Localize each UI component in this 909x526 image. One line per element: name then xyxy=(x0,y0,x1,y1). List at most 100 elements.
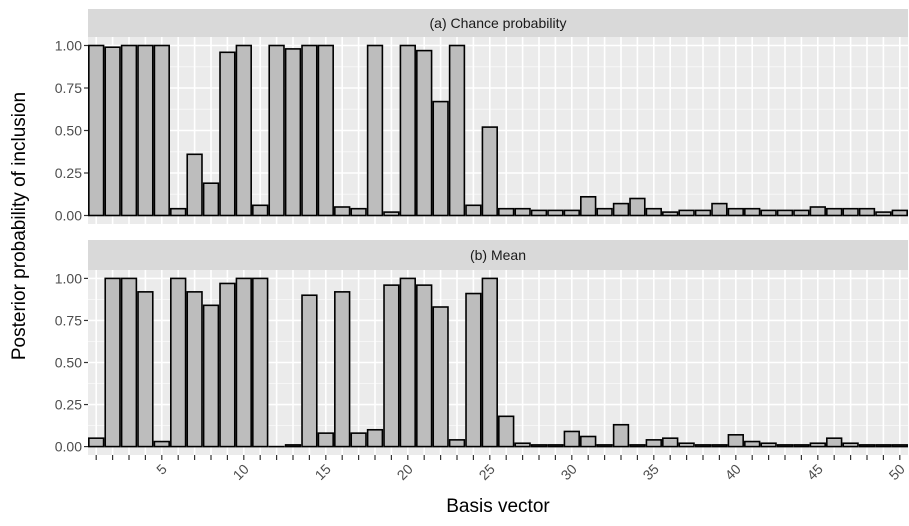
bar-5 xyxy=(154,46,169,216)
bar-38 xyxy=(696,210,711,215)
bar-12 xyxy=(269,46,284,216)
x-tick-label: 5 xyxy=(153,461,170,478)
x-tick-label: 10 xyxy=(230,461,252,483)
bar-17 xyxy=(351,209,366,216)
bar-2 xyxy=(105,278,120,446)
bar-15 xyxy=(318,46,333,216)
bar-10 xyxy=(236,46,251,216)
bar-9 xyxy=(220,52,235,215)
x-tick-label: 30 xyxy=(558,461,580,483)
x-tick-label: 15 xyxy=(312,461,334,483)
bar-37 xyxy=(679,210,694,215)
bar-7 xyxy=(187,292,202,447)
bar-32 xyxy=(597,209,612,216)
bar-36 xyxy=(663,438,678,446)
bar-9 xyxy=(220,283,235,446)
bar-14 xyxy=(302,46,317,216)
bar-31 xyxy=(581,197,596,216)
bar-34 xyxy=(630,445,645,447)
bar-26 xyxy=(499,209,514,216)
bar-41 xyxy=(745,209,760,216)
bar-30 xyxy=(564,210,579,215)
bar-2 xyxy=(105,47,120,215)
bar-32 xyxy=(597,445,612,447)
bar-10 xyxy=(236,278,251,446)
y-tick-label: 0.50 xyxy=(55,123,82,139)
bar-16 xyxy=(335,292,350,447)
bar-8 xyxy=(204,305,219,446)
bar-34 xyxy=(630,199,645,216)
bar-43 xyxy=(778,445,793,447)
bar-33 xyxy=(614,425,629,447)
bar-27 xyxy=(515,209,530,216)
bar-31 xyxy=(581,437,596,447)
bar-4 xyxy=(138,292,153,447)
bar-3 xyxy=(122,278,137,446)
bar-14 xyxy=(302,295,317,446)
bar-15 xyxy=(318,433,333,446)
bar-16 xyxy=(335,207,350,216)
bar-29 xyxy=(548,445,563,447)
panels: (a) Chance probability0.000.250.500.751.… xyxy=(55,9,908,483)
y-tick-label: 0.25 xyxy=(55,165,82,181)
bar-7 xyxy=(187,154,202,215)
bar-20 xyxy=(400,46,415,216)
bar-43 xyxy=(778,210,793,215)
bar-35 xyxy=(646,209,661,216)
bar-48 xyxy=(860,445,875,447)
bar-45 xyxy=(810,443,825,446)
bar-19 xyxy=(384,285,399,446)
bar-1 xyxy=(89,46,104,216)
bar-30 xyxy=(564,431,579,446)
y-tick-label: 0.00 xyxy=(55,439,82,455)
bar-36 xyxy=(663,212,678,215)
x-tick-label: 20 xyxy=(394,461,416,483)
bar-42 xyxy=(761,210,776,215)
y-tick-label: 1.00 xyxy=(55,38,82,54)
bar-44 xyxy=(794,445,809,447)
y-axis-label: Posterior probability of inclusion xyxy=(9,92,30,360)
bar-23 xyxy=(450,46,465,216)
x-tick-label: 25 xyxy=(476,461,498,483)
bar-28 xyxy=(532,210,547,215)
bar-40 xyxy=(728,209,743,216)
bar-47 xyxy=(843,443,858,446)
bar-29 xyxy=(548,210,563,215)
bar-27 xyxy=(515,443,530,446)
panel-2: (b) Mean0.000.250.500.751.00 xyxy=(55,240,908,455)
y-tick-label: 0.75 xyxy=(55,80,82,96)
bar-25 xyxy=(482,127,497,215)
bar-23 xyxy=(450,440,465,447)
bar-18 xyxy=(368,430,383,447)
bar-39 xyxy=(712,204,727,216)
bar-47 xyxy=(843,209,858,216)
bar-46 xyxy=(827,438,842,446)
bar-8 xyxy=(204,183,219,215)
bar-21 xyxy=(417,51,432,216)
bar-49 xyxy=(876,212,891,215)
x-axis-label: Basis vector xyxy=(446,496,550,517)
bar-13 xyxy=(286,49,301,216)
y-tick-label: 1.00 xyxy=(55,270,82,286)
panel-title: (b) Mean xyxy=(470,247,526,263)
bar-6 xyxy=(171,278,186,446)
bar-44 xyxy=(794,210,809,215)
bar-33 xyxy=(614,204,629,216)
bar-1 xyxy=(89,438,104,446)
bar-38 xyxy=(696,445,711,447)
x-tick-label: 45 xyxy=(804,461,826,483)
bar-17 xyxy=(351,433,366,446)
x-tick-label: 50 xyxy=(886,461,908,483)
bar-28 xyxy=(532,445,547,447)
bar-50 xyxy=(892,210,907,215)
bar-50 xyxy=(892,445,907,447)
bar-20 xyxy=(400,278,415,446)
bar-5 xyxy=(154,442,169,447)
bar-6 xyxy=(171,209,186,216)
bar-42 xyxy=(761,443,776,446)
x-axis: 5101520253035404550 xyxy=(96,455,908,483)
bar-37 xyxy=(679,443,694,446)
bar-11 xyxy=(253,278,268,446)
bar-41 xyxy=(745,442,760,447)
bar-24 xyxy=(466,205,481,215)
